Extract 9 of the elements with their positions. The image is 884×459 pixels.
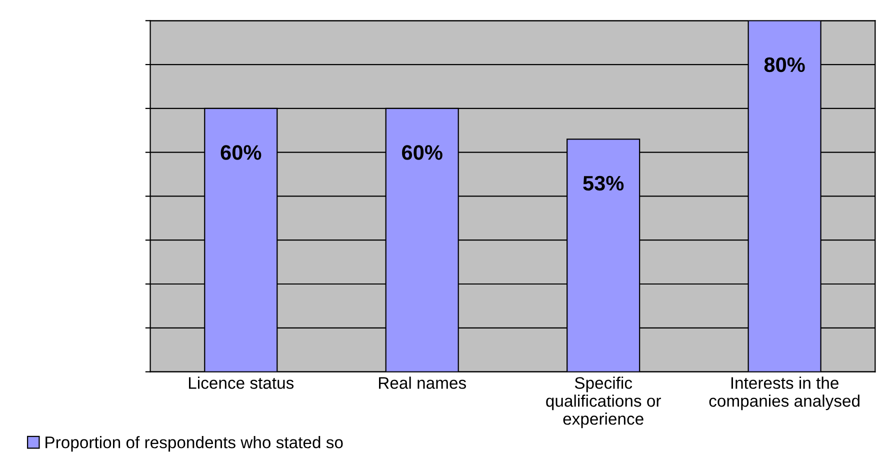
legend-label: Proportion of respondents who stated so	[46, 436, 343, 452]
x-tick-label: Specific qualifications or experience	[546, 376, 661, 428]
data-label: 60%	[220, 145, 262, 160]
data-label: 80%	[764, 57, 805, 72]
data-label: 53%	[583, 176, 624, 191]
data-label: 60%	[402, 145, 442, 160]
x-tick-label: Interests in the companies analysed	[709, 376, 860, 410]
x-tick-label: Licence status	[188, 376, 294, 389]
x-tick-label: Real names	[379, 376, 466, 389]
